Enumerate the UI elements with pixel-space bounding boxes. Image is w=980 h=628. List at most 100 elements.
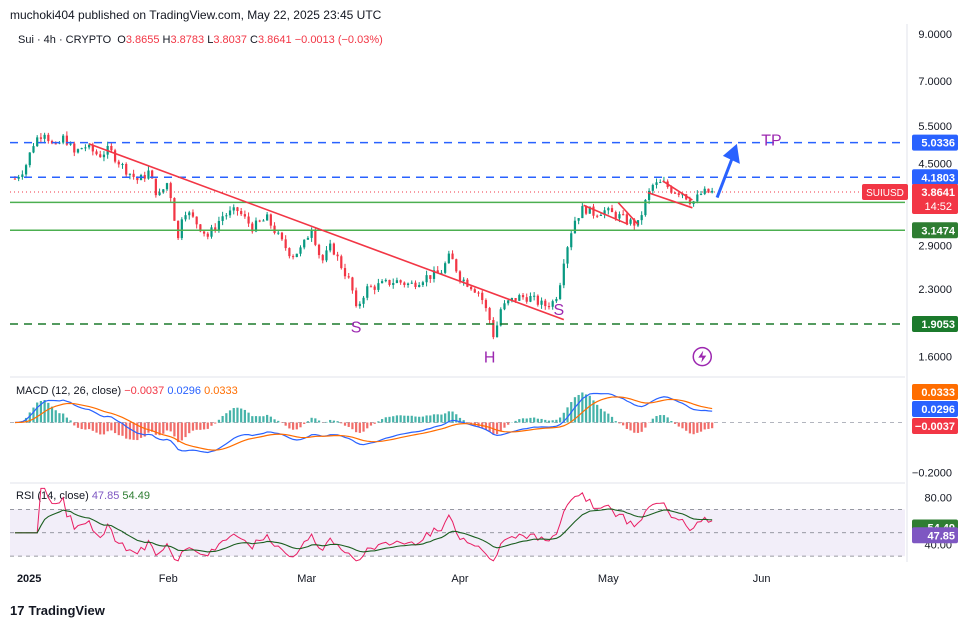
- candle-body: [444, 263, 447, 273]
- candle-body: [410, 282, 413, 284]
- candle-body: [355, 290, 358, 307]
- macd-bar: [369, 422, 373, 426]
- macd-bar: [62, 413, 65, 423]
- macd-bar: [310, 417, 313, 423]
- candle-body: [62, 135, 65, 143]
- macd-bar: [692, 422, 695, 435]
- candle-body: [277, 232, 280, 234]
- candle-body: [110, 145, 113, 151]
- macd-bar: [191, 422, 195, 431]
- macd-bar: [262, 416, 265, 423]
- candle-body: [369, 286, 373, 288]
- candle-body: [469, 286, 473, 290]
- macd-bar: [622, 422, 625, 426]
- date-axis-tick: Mar: [297, 573, 316, 585]
- candle-body: [633, 219, 636, 226]
- macd-bar: [555, 419, 558, 423]
- macd-bar: [703, 422, 706, 430]
- candle-body: [603, 210, 606, 215]
- macd-bar: [614, 421, 617, 423]
- close-label: C: [250, 34, 258, 46]
- macd-bar: [588, 395, 591, 423]
- macd-bar: [251, 416, 254, 423]
- price-axis-tick: 9.0000: [918, 29, 952, 41]
- macd-bar: [418, 416, 421, 423]
- macd-bar: [551, 420, 554, 423]
- macd-bar: [325, 421, 328, 423]
- macd-bar: [651, 418, 654, 423]
- macd-bar: [633, 422, 636, 433]
- macd-bar: [254, 416, 258, 423]
- candle-body: [558, 285, 562, 300]
- macd-bar: [210, 422, 213, 426]
- macd-bar: [707, 422, 710, 429]
- macd-bar: [592, 400, 595, 423]
- macd-bar: [451, 411, 454, 423]
- candle-body: [69, 143, 72, 145]
- candle-body: [340, 256, 343, 269]
- candle-body: [703, 188, 706, 194]
- trendline: [617, 202, 639, 225]
- level-label: 5.0336: [921, 138, 955, 150]
- macd-bar: [644, 422, 647, 428]
- macd-bar: [366, 422, 369, 429]
- pattern-label: S: [554, 302, 565, 319]
- macd-bar: [659, 415, 662, 423]
- macd-bar: [514, 420, 517, 423]
- macd-bar: [110, 422, 113, 431]
- macd-bar: [336, 421, 339, 423]
- candle-body: [310, 230, 313, 238]
- candle-body: [173, 198, 176, 221]
- macd-bar: [99, 422, 102, 435]
- candle-body: [392, 283, 395, 285]
- candle-body: [503, 303, 506, 310]
- candle-body: [351, 277, 354, 291]
- candle-body: [214, 227, 217, 230]
- candle-body: [473, 289, 476, 293]
- candle-body: [458, 271, 462, 282]
- candle-body: [32, 146, 35, 153]
- rsi-legend[interactable]: RSI (14, close) 47.85 54.49: [16, 490, 150, 502]
- candle-body: [640, 215, 643, 221]
- symbol-name[interactable]: Sui · 4h · CRYPTO: [18, 34, 112, 46]
- candle-body: [99, 154, 102, 158]
- date-axis-tick: 2025: [17, 573, 41, 585]
- candle-body: [366, 286, 369, 298]
- candle-body: [128, 173, 132, 175]
- candle-body: [421, 282, 424, 285]
- macd-bar: [685, 422, 688, 431]
- macd-bar: [113, 422, 117, 434]
- candle-body: [299, 247, 302, 254]
- macd-bar: [169, 422, 172, 432]
- brand-name: TradingView: [28, 603, 105, 618]
- price-axis-tick: 7.0000: [918, 76, 952, 88]
- macd-legend[interactable]: MACD (12, 26, close) −0.0037 0.0296 0.03…: [16, 385, 238, 397]
- macd-bar: [165, 422, 169, 431]
- macd-bar: [76, 422, 80, 428]
- macd-bar: [117, 422, 120, 436]
- candle-body: [317, 244, 321, 256]
- pattern-label: H: [484, 350, 496, 367]
- candle-body: [151, 170, 154, 179]
- macd-bar: [566, 407, 569, 423]
- footer-brand: 17 TradingView: [10, 603, 105, 618]
- macd-bar: [629, 422, 632, 431]
- price-axis-tick: 2.9000: [918, 241, 952, 253]
- candle-body: [80, 148, 83, 150]
- macd-bar: [362, 422, 365, 432]
- candle-body: [121, 164, 124, 166]
- level-label-bg: [912, 134, 958, 151]
- candle-body: [36, 137, 39, 147]
- date-axis-tick: May: [598, 573, 619, 585]
- candle-body: [154, 178, 157, 196]
- macd-bar: [106, 422, 109, 432]
- macd-bar: [288, 422, 291, 429]
- candle-body: [210, 227, 213, 237]
- macd-bar: [662, 415, 666, 423]
- macd-bar: [225, 413, 228, 423]
- macd-bar: [458, 417, 462, 423]
- candle-body: [696, 194, 699, 202]
- candle-body: [202, 231, 206, 234]
- candle-body: [455, 259, 458, 272]
